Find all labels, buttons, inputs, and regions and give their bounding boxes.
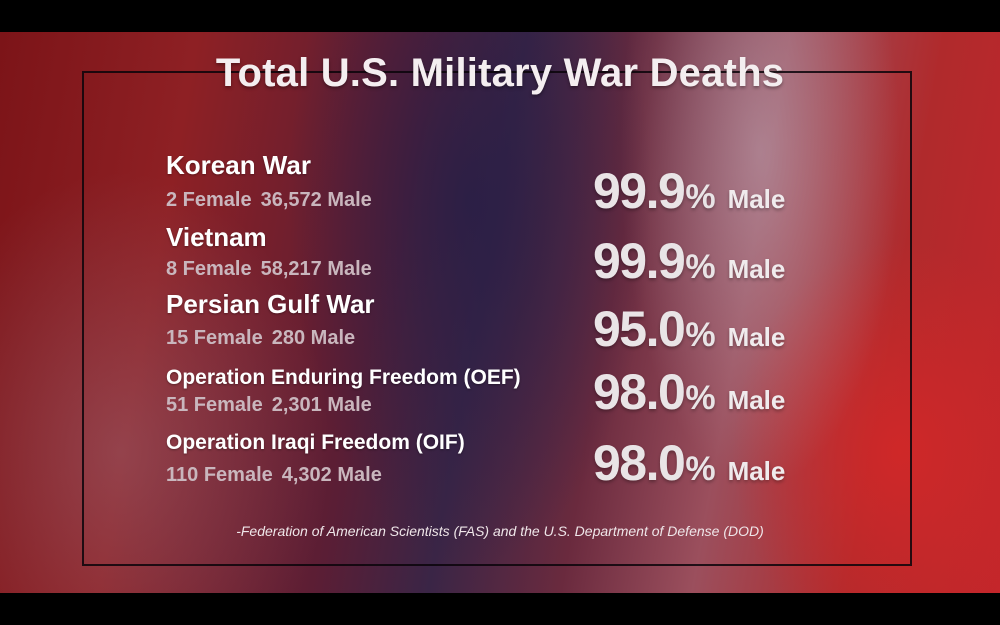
male-percentage: 98.0% Male [593, 363, 785, 421]
percent-symbol: % [685, 450, 716, 488]
female-count: 51 Female [166, 394, 263, 416]
male-percentage: 95.0% Male [593, 300, 785, 358]
percent-value: 95.0 [593, 301, 686, 357]
male-percentage: 98.0% Male [593, 434, 785, 492]
male-percentage: 99.9% Male [593, 162, 785, 220]
percent-label: Male [727, 254, 786, 284]
war-row-persian-gulf: Persian Gulf War 15 Female 280 Male 95.0%… [0, 0, 1000, 357]
percent-symbol: % [685, 379, 716, 417]
male-count: 280 Male [271, 327, 356, 349]
female-count: 8 Female [166, 258, 252, 280]
male-count: 2,301 Male [271, 394, 372, 416]
page-title: Total U.S. Military War Deaths [215, 51, 785, 95]
video-frame [0, 32, 1000, 593]
female-count: 15 Female [166, 327, 263, 349]
war-name: Vietnam [166, 222, 267, 252]
percent-symbol: % [685, 316, 716, 354]
male-count: 4,302 Male [281, 464, 382, 486]
female-count: 110 Female [166, 464, 273, 486]
male-count: 58,217 Male [260, 258, 372, 280]
percent-label: Male [727, 456, 786, 486]
percent-label: Male [727, 184, 786, 214]
female-count: 2 Female [166, 189, 252, 211]
war-row-korean: Korean War 2 Female 36,572 Male 99.9% Male [0, 0, 1000, 219]
war-name: Operation Enduring Freedom (OEF) [166, 366, 521, 389]
war-row-oef: Operation Enduring Freedom (OEF) 51 Fema… [0, 0, 1000, 420]
death-counts: 2 Female 36,572 Male [166, 189, 381, 212]
percent-symbol: % [685, 178, 716, 216]
death-counts: 15 Female 280 Male [166, 327, 364, 350]
letterbox-bottom [0, 593, 1000, 625]
war-row-vietnam: Vietnam 8 Female 58,217 Male 99.9% Male [0, 0, 1000, 289]
death-counts: 51 Female 2,301 Male [166, 394, 381, 417]
death-counts: 8 Female 58,217 Male [166, 258, 381, 281]
percent-value: 99.9 [593, 233, 686, 289]
percent-symbol: % [685, 248, 716, 286]
war-name: Operation Iraqi Freedom (OIF) [166, 431, 465, 454]
war-row-oif: Operation Iraqi Freedom (OIF) 110 Female… [0, 0, 1000, 491]
war-name: Korean War [166, 150, 311, 180]
male-count: 36,572 Male [260, 189, 372, 211]
letterbox-top [0, 0, 1000, 32]
percent-value: 98.0 [593, 435, 686, 491]
percent-label: Male [727, 322, 786, 352]
source-citation: -Federation of American Scientists (FAS)… [236, 523, 764, 539]
content-border [82, 71, 912, 566]
death-counts: 110 Female 4,302 Male [166, 464, 391, 487]
war-name: Persian Gulf War [166, 289, 375, 319]
percent-label: Male [727, 385, 786, 415]
percent-value: 98.0 [593, 364, 686, 420]
percent-value: 99.9 [593, 163, 686, 219]
male-percentage: 99.9% Male [593, 232, 785, 290]
